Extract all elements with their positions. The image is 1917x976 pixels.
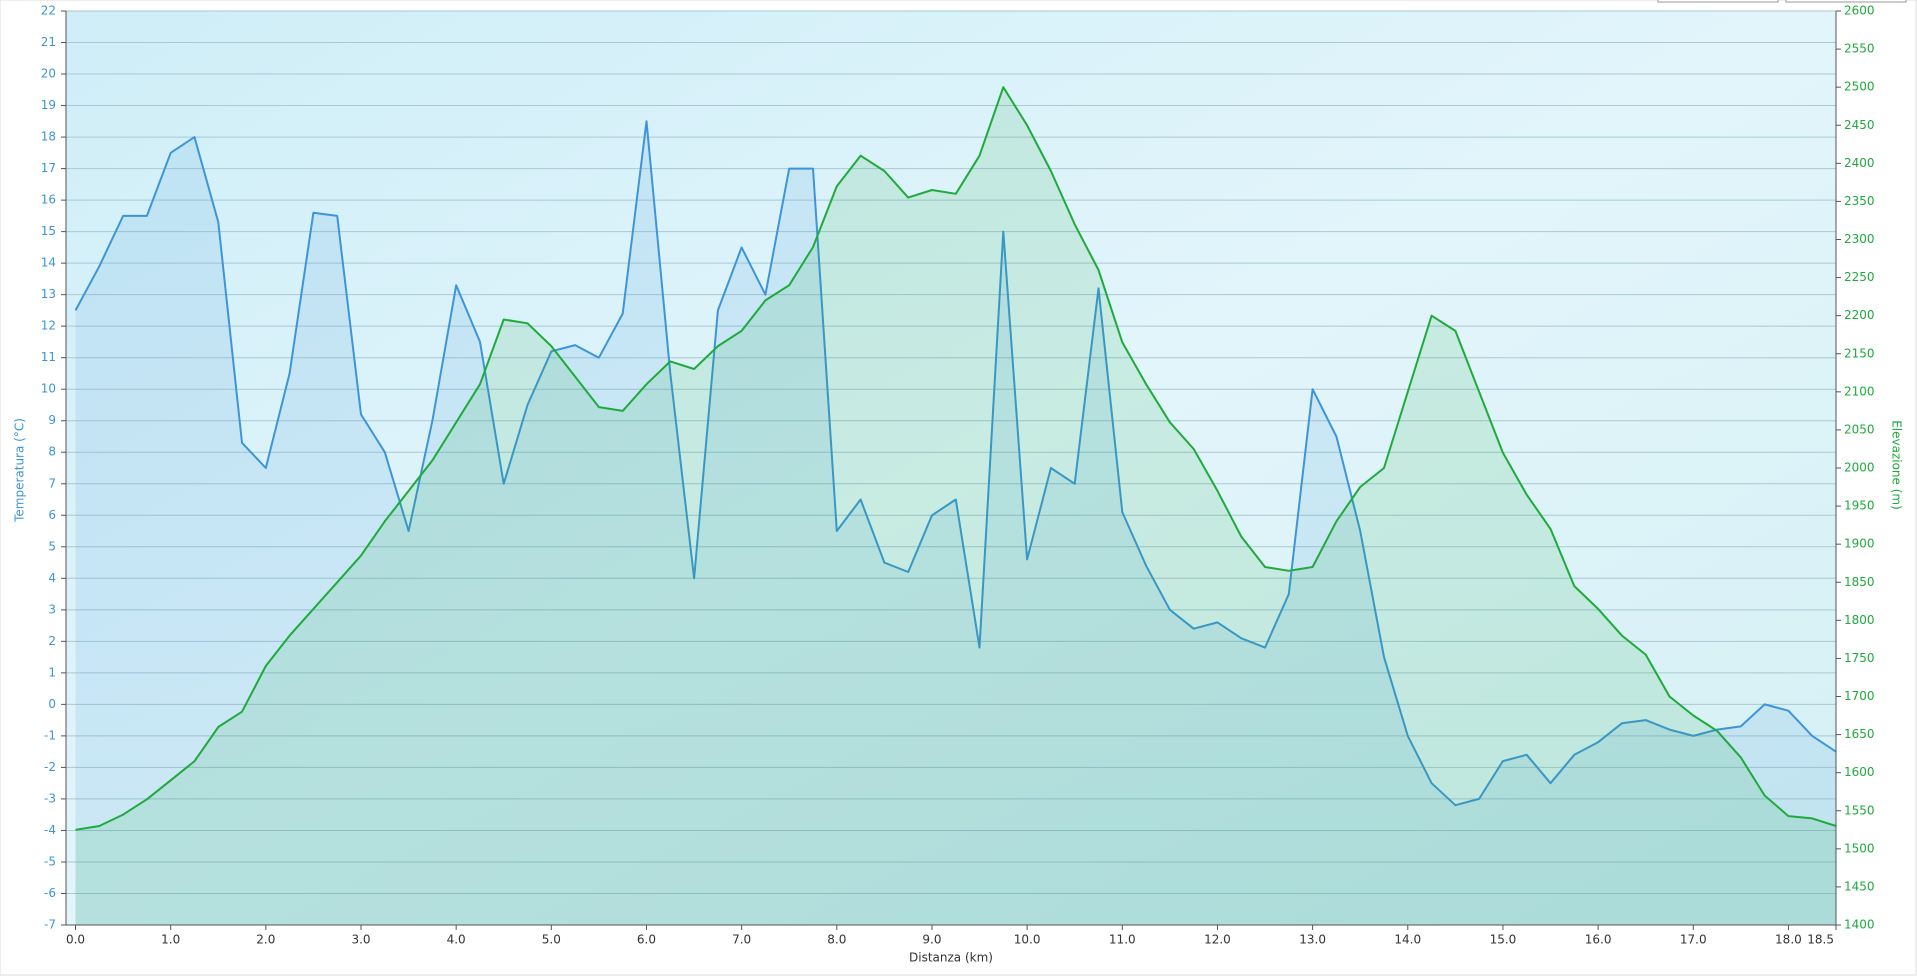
- y2-tick-label: 1800: [1844, 613, 1875, 627]
- y-tick-label: 19: [41, 98, 56, 112]
- y-tick-label: 11: [41, 350, 56, 364]
- x-tick-label: 4.0: [447, 933, 466, 947]
- y2-tick-label: 2350: [1844, 194, 1875, 208]
- y-tick-label: 0: [48, 697, 56, 711]
- y2-tick-label: 2300: [1844, 232, 1875, 246]
- x-tick-label: 18.5: [1807, 933, 1834, 947]
- y-tick-label: 1: [48, 665, 56, 679]
- x-tick-label: 12.0: [1204, 933, 1231, 947]
- x-tick-label: 9.0: [922, 933, 941, 947]
- y-tick-label: -7: [44, 918, 56, 932]
- area-fill: [75, 121, 1836, 926]
- y2-tick-label: 1400: [1844, 918, 1875, 932]
- x-tick-label: 2.0: [256, 933, 275, 947]
- y2-tick-label: 2550: [1844, 42, 1875, 56]
- x-tick-label: 0.0: [66, 933, 85, 947]
- y2-tick-label: 2500: [1844, 80, 1875, 94]
- x-tick-label: 14.0: [1394, 933, 1421, 947]
- x-tick-label: 17.0: [1680, 933, 1707, 947]
- y-tick-label: 8: [48, 445, 56, 459]
- y2-tick-label: 2200: [1844, 308, 1875, 322]
- y-tick-label: 3: [48, 602, 56, 616]
- y2-tick-label: 2600: [1844, 4, 1875, 18]
- line: [75, 86, 1837, 831]
- y-tick-label: 17: [41, 161, 56, 175]
- x-tick-label: 13.0: [1299, 933, 1326, 947]
- y-tick-label: 22: [41, 4, 56, 18]
- y2-tick-label: 2400: [1844, 156, 1875, 170]
- button[interactable]: [1657, 0, 1779, 3]
- y-tick-label: 5: [48, 539, 56, 553]
- y-tick-label: 12: [41, 319, 56, 333]
- y-tick-label: 9: [48, 413, 56, 427]
- y-tick-label: 18: [41, 130, 56, 144]
- y2-tick-label: 1700: [1844, 689, 1875, 703]
- y2-tick-label: 1450: [1844, 879, 1875, 893]
- y-tick-label: -5: [44, 854, 56, 868]
- y-tick-label: 6: [48, 508, 56, 522]
- y2-tick-label: 1950: [1844, 499, 1875, 513]
- y-tick-label: -4: [44, 823, 56, 837]
- y2-tick-label: 1600: [1844, 765, 1875, 779]
- x-tick-label: 18.0: [1775, 933, 1802, 947]
- y-axis-title: Temperatura (°C): [13, 418, 27, 523]
- y2-tick-label: 1550: [1844, 803, 1875, 817]
- y2-tick-label: 2000: [1844, 461, 1875, 475]
- y-tick-label: 21: [41, 35, 56, 49]
- y-tick-label: 15: [41, 224, 56, 238]
- x-tick-label: 10.0: [1014, 933, 1041, 947]
- x-tick-label: 1.0: [161, 933, 180, 947]
- y2-tick-label: 2100: [1844, 384, 1875, 398]
- y2-tick-label: 1900: [1844, 537, 1875, 551]
- y2-tick-label: 2250: [1844, 270, 1875, 284]
- y-tick-label: -3: [44, 791, 56, 805]
- x-tick-label: 15.0: [1490, 933, 1517, 947]
- area-fill: [75, 87, 1836, 925]
- x-tick-label: 7.0: [732, 933, 751, 947]
- y-tick-label: -1: [44, 728, 56, 742]
- y2-tick-label: 1500: [1844, 841, 1875, 855]
- x-tick-label: 6.0: [637, 933, 656, 947]
- y2-tick-label: 2150: [1844, 346, 1875, 360]
- y-tick-label: 20: [41, 67, 56, 81]
- x-tick-label: 16.0: [1585, 933, 1612, 947]
- y-tick-label: 4: [48, 571, 56, 585]
- y2-tick-label: 2050: [1844, 422, 1875, 436]
- x-axis-title: Distanza (km): [909, 951, 993, 965]
- y-tick-label: -6: [44, 886, 56, 900]
- y-tick-label: -2: [44, 760, 56, 774]
- y-tick-label: 14: [41, 256, 56, 270]
- y2-axis-title: Elevazione (m): [1890, 420, 1904, 510]
- button[interactable]: [1785, 0, 1907, 3]
- y-tick-label: 7: [48, 476, 56, 490]
- y-tick-label: 16: [41, 193, 56, 207]
- x-tick-label: 8.0: [827, 933, 846, 947]
- x-tick-label: 11.0: [1109, 933, 1136, 947]
- y-tick-label: 10: [41, 382, 56, 396]
- y2-tick-label: 1750: [1844, 651, 1875, 665]
- y2-tick-label: 2450: [1844, 118, 1875, 132]
- y-tick-label: 2: [48, 634, 56, 648]
- line: [74, 120, 1837, 807]
- x-tick-label: 5.0: [542, 933, 561, 947]
- y-tick-label: 13: [41, 287, 56, 301]
- y2-tick-label: 1850: [1844, 575, 1875, 589]
- x-tick-label: 3.0: [351, 933, 370, 947]
- y2-tick-label: 1650: [1844, 727, 1875, 741]
